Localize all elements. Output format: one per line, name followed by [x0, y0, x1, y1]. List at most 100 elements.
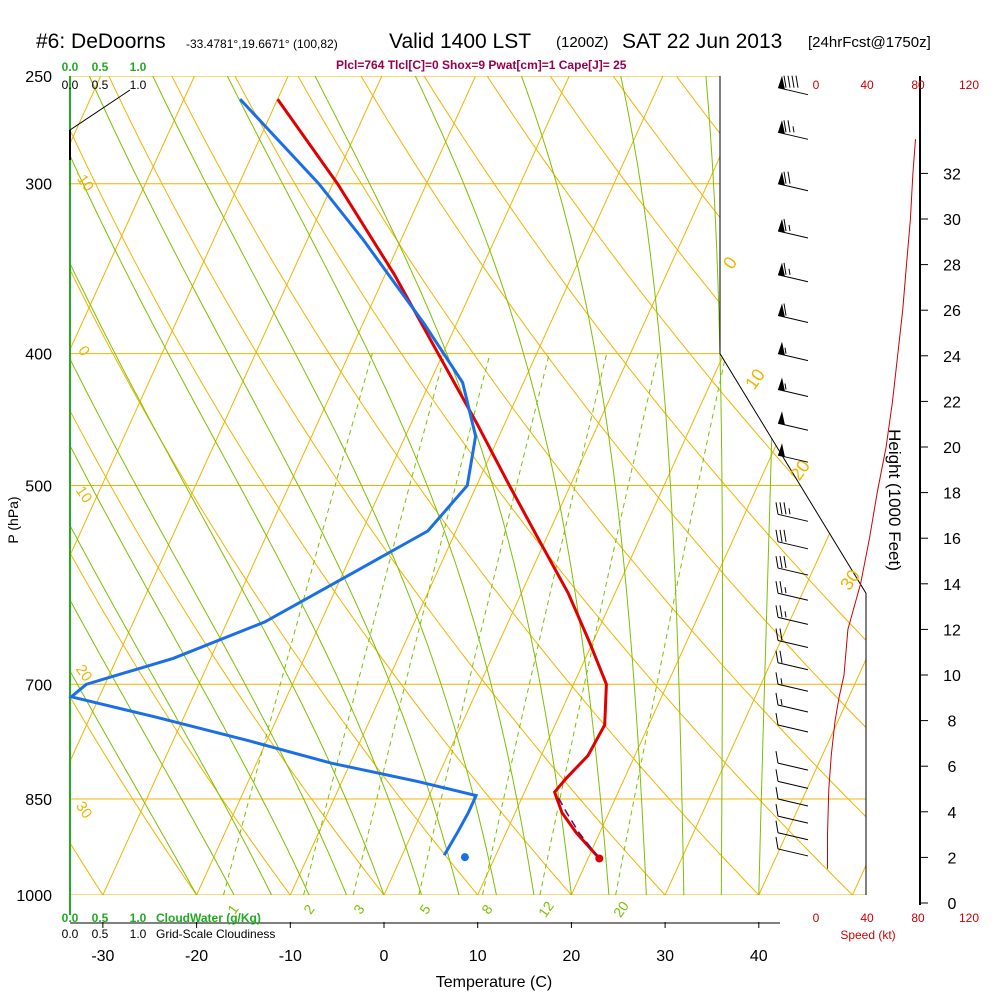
- cloudwater-scale-bottom: 0.0: [62, 911, 79, 925]
- wind-speed-line: [827, 139, 916, 869]
- speed-tick-bottom: 0: [813, 911, 820, 925]
- wind-barb-half: [788, 508, 791, 515]
- cloudwater-scale-top: 1.0: [130, 60, 147, 74]
- wind-barb-flag: [775, 820, 779, 833]
- wind-barb: [777, 443, 809, 463]
- height-tick-label: 26: [943, 303, 961, 320]
- wind-barb-half: [792, 126, 795, 133]
- wind-barb-half: [788, 268, 791, 275]
- moist-adiabat-line: [520, 76, 647, 895]
- wind-barb-flag: [775, 581, 779, 594]
- height-tick-label: 30: [943, 212, 961, 229]
- plot-area: [70, 76, 1000, 895]
- height-tick-label: 10: [943, 668, 961, 685]
- wind-barb-flag: [775, 692, 779, 706]
- moist-adiabat-line: [314, 76, 572, 895]
- speed-tick-bottom: 80: [911, 911, 925, 925]
- wind-barb-staff: [777, 640, 809, 648]
- wind-barb-flag: [787, 171, 791, 184]
- dry-adiabat-label: -10: [71, 167, 97, 195]
- wind-barb: [775, 502, 809, 522]
- dry-adiabat-line: [70, 76, 198, 895]
- valid-time: Valid 1400 LST: [389, 30, 532, 53]
- wind-barb-flag: [783, 262, 787, 275]
- speed-axis-label: Speed (kt): [840, 928, 895, 942]
- moist-adiabat-line: [70, 76, 235, 895]
- plot-right-border: [719, 76, 867, 895]
- dry-adiabat-line: [234, 76, 853, 895]
- wind-barb-flag: [783, 303, 787, 316]
- wind-barb-flag: [775, 769, 779, 782]
- station-coords: -33.4781°,19.6671° (100,82): [186, 37, 338, 51]
- moist-adiabat-line: [620, 76, 685, 895]
- wind-barb: [775, 581, 809, 601]
- wind-barb-flag: [783, 120, 787, 133]
- wind-barb-staff: [777, 798, 809, 807]
- wind-barb-staff: [777, 567, 809, 576]
- cloudiness-scale-top: 0.0: [62, 78, 79, 92]
- valid-date: SAT 22 Jun 2013: [622, 30, 783, 53]
- dry-adiabat-line: [992, 76, 1000, 895]
- wind-barb-flag: [783, 529, 787, 542]
- moist-adiabat-line: [226, 76, 535, 895]
- wind-barb: [775, 712, 809, 733]
- dry-adiabat-line: [360, 76, 866, 895]
- moist-adiabat-label: 0: [719, 253, 741, 273]
- height-tick-label: 12: [943, 622, 961, 639]
- wind-barb: [777, 171, 809, 192]
- wind-barb-half: [784, 611, 787, 618]
- wind-barb-flag: [775, 672, 779, 685]
- wind-barb: [777, 411, 809, 431]
- mixing-ratio-label: 2: [300, 901, 318, 917]
- temperature-tick-label: 30: [656, 948, 674, 965]
- dry-adiabat-line: [70, 76, 385, 895]
- wind-barb: [775, 650, 809, 671]
- wind-barb-staff: [777, 616, 809, 625]
- wind-barb-staff: [777, 683, 809, 692]
- wind-barb: [777, 218, 809, 239]
- isotherm-line: [289, 76, 664, 895]
- dry-adiabat-line: [70, 76, 291, 895]
- wind-barb-staff: [777, 832, 809, 841]
- wind-barb-flag: [775, 836, 779, 850]
- dewpoint-line: [68, 98, 479, 857]
- height-axis-label: Height (1000 Feet): [885, 429, 904, 571]
- height-tick-label: 18: [943, 486, 961, 503]
- wind-barb-pennant: [778, 219, 785, 234]
- surface-dewpoint-dot: [460, 853, 469, 862]
- stability-params: Plcl=764 Tlcl[C]=0 Shox=9 Pwat[cm]=1 Cap…: [336, 58, 627, 72]
- cloudiness-scale-top: 0.5: [92, 78, 109, 92]
- isotherm-line: [102, 76, 477, 895]
- moist-adiabat-line: [70, 76, 273, 895]
- wind-barb-pennant: [778, 411, 785, 426]
- dry-adiabat-label: 10: [72, 483, 95, 506]
- valid-zulu: (1200Z): [556, 34, 609, 51]
- forecast-tag: [24hrFcst@1750z]: [808, 34, 931, 51]
- wind-barb-flag: [775, 555, 779, 569]
- wind-barb-flag: [783, 171, 787, 184]
- wind-barb: [775, 555, 809, 576]
- wind-barb-flag: [783, 555, 787, 569]
- dry-adiabat-line: [171, 76, 760, 895]
- wind-barb-pennant: [778, 303, 785, 318]
- mixing-ratio-line: [615, 353, 727, 895]
- wind-barb-flag: [795, 75, 799, 88]
- height-tick-label: 28: [943, 258, 961, 275]
- temperature-tick-label: -10: [279, 948, 302, 965]
- cloudiness-scale-bottom: 0.0: [62, 927, 79, 941]
- height-tick-label: 6: [948, 759, 957, 776]
- station-name: #6: DeDoorns: [36, 30, 166, 53]
- height-tick-label: 22: [943, 394, 961, 411]
- moist-adiabat-line: [88, 76, 460, 895]
- wind-barb-staff: [777, 762, 809, 771]
- mixing-ratio-label: 3: [350, 901, 368, 917]
- temperature-line: [276, 98, 608, 860]
- isotherm-line: [70, 76, 383, 895]
- speed-tick-top: 0: [813, 78, 820, 92]
- wind-barb-flag: [775, 751, 779, 764]
- wind-barb: [777, 377, 809, 397]
- wind-barb-flag: [783, 502, 787, 515]
- wind-barb-flag: [779, 650, 783, 663]
- wind-barb-flag: [775, 628, 779, 641]
- dry-adiabat-label: 0: [74, 343, 93, 360]
